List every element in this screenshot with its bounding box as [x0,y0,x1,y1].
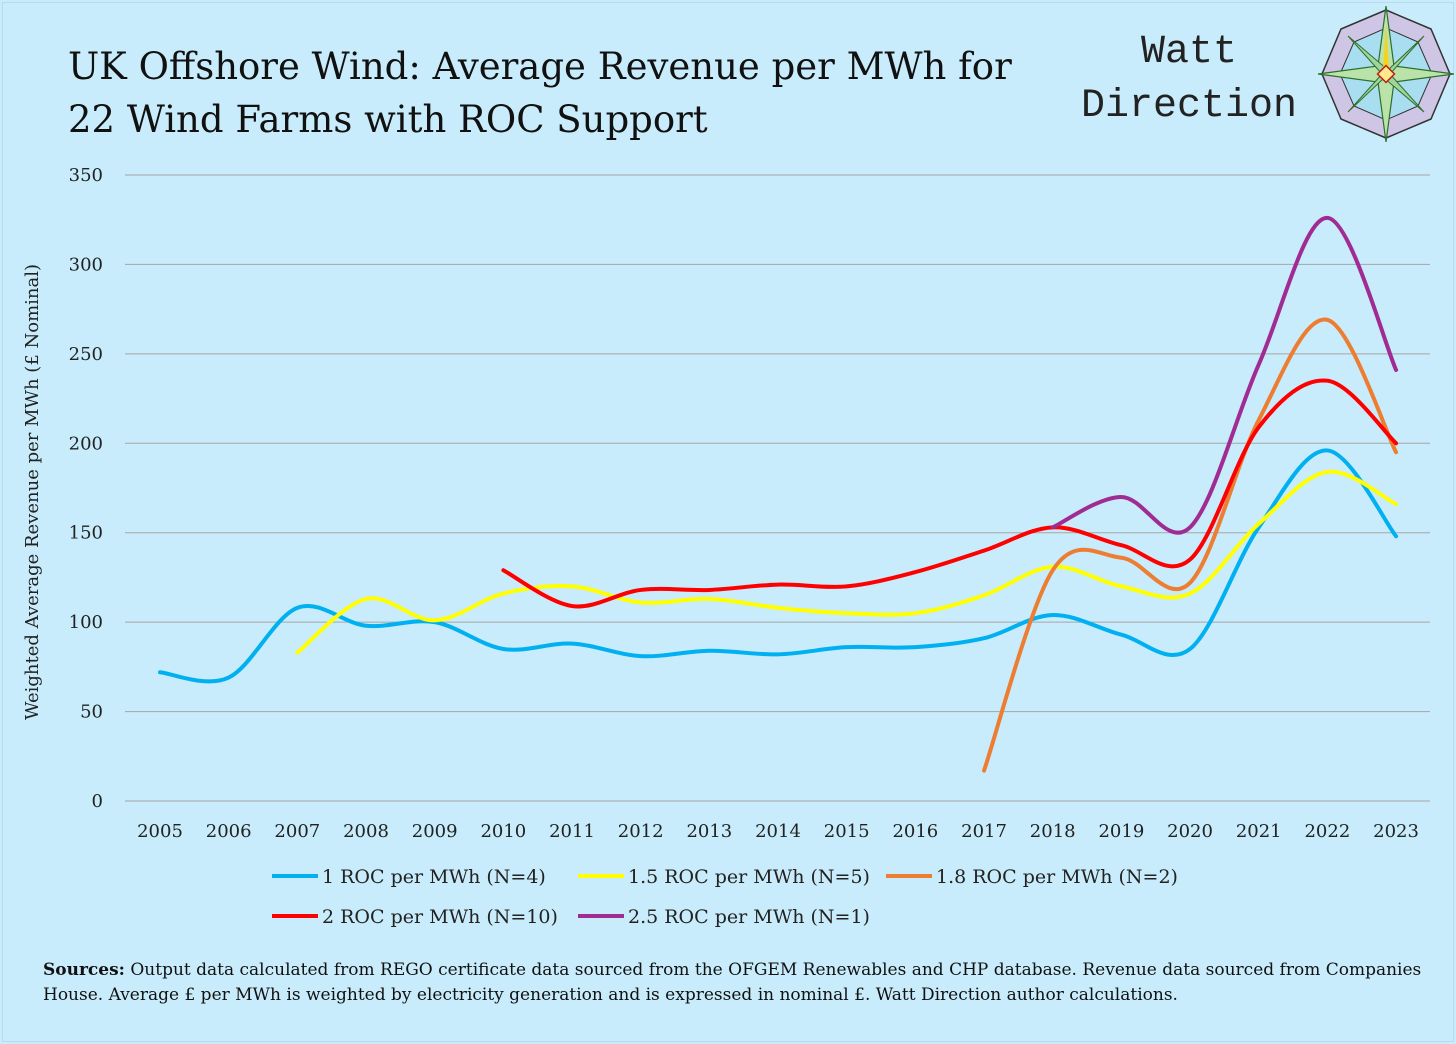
x-tick-label: 2021 [1236,821,1282,842]
x-tick-label: 2008 [343,821,389,842]
y-tick-label: 250 [69,344,103,365]
sources-label: Sources: [43,960,125,980]
series-line-3 [982,317,1399,773]
y-tick-label: 0 [92,791,103,812]
series-line-1 [158,448,1399,684]
y-tick-label: 150 [69,523,103,544]
legend-label-1: 1 ROC per MWh (N=4) [322,866,546,888]
x-tick-label: 2016 [892,821,938,842]
y-tick-label: 100 [69,612,103,633]
x-tick-label: 2011 [549,821,595,842]
x-tick-label: 2006 [206,821,252,842]
legend-label-4: 2 ROC per MWh (N=10) [322,906,558,928]
chart-title: UK Offshore Wind: Average Revenue per MW… [68,45,1012,141]
logo-text: Watt Direction [1066,26,1312,134]
x-tick-label: 2009 [412,821,458,842]
y-tick-label: 300 [69,254,103,275]
legend-label-3: 1.8 ROC per MWh (N=2) [936,866,1178,888]
x-tick-label: 2005 [137,821,183,842]
legend-label-2: 1.5 ROC per MWh (N=5) [628,866,870,888]
x-tick-label: 2010 [480,821,526,842]
logo-line-2: Direction [1080,84,1298,129]
sources-footnote: Sources: Output data calculated from REG… [43,958,1423,1008]
x-tick-label: 2020 [1167,821,1213,842]
logo-line-1: Watt [1140,30,1237,75]
compass-rose-logo-icon [1318,6,1454,142]
x-tick-label: 2015 [824,821,870,842]
series-line-4 [501,378,1399,609]
y-tick-label: 200 [69,433,103,454]
x-tick-label: 2022 [1304,821,1350,842]
x-tick-label: 2018 [1030,821,1076,842]
series-line-2 [295,469,1399,655]
x-tick-label: 2023 [1373,821,1419,842]
sources-text: Output data calculated from REGO certifi… [43,960,1422,1005]
x-tick-label: 2019 [1098,821,1144,842]
x-tick-label: 2013 [686,821,732,842]
y-tick-label: 50 [80,702,103,723]
x-tick-label: 2017 [961,821,1007,842]
x-tick-label: 2007 [274,821,320,842]
legend-label-5: 2.5 ROC per MWh (N=1) [628,906,870,928]
x-tick-label: 2014 [755,821,801,842]
x-tick-label: 2012 [618,821,664,842]
series-line-5 [1050,215,1399,535]
y-tick-label: 350 [69,165,103,186]
y-axis-title: Weighted Average Revenue per MWh (£ Nomi… [22,264,43,720]
